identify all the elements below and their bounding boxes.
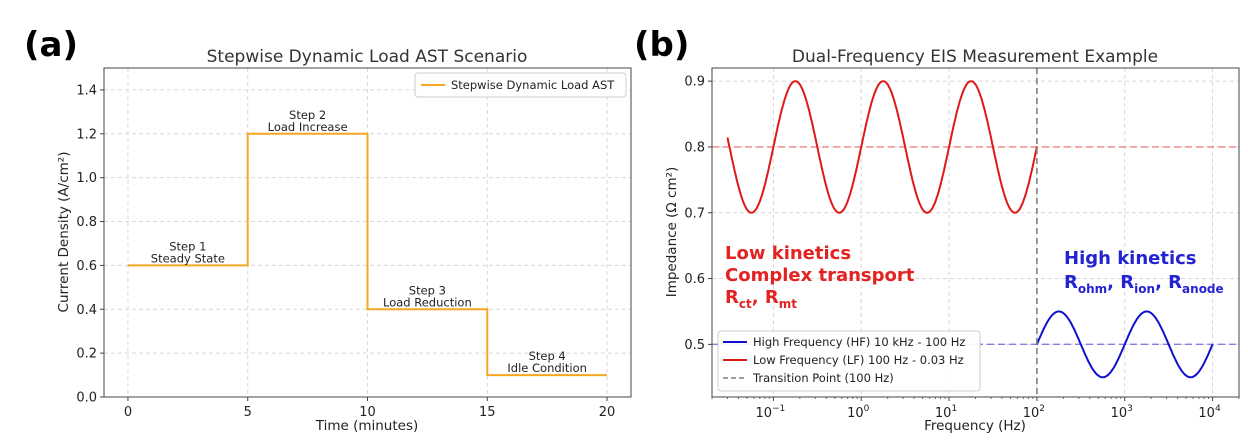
chart-b-series-hf	[1035, 310, 1214, 379]
annotation-low-kinetics: Low kinetics Complex transport Rct, Rmt	[725, 243, 915, 311]
annotation-low-resistances: Rct, Rmt	[725, 287, 797, 311]
chart-b-series	[726, 68, 1214, 397]
chart-a-xtick-label: 0	[124, 405, 132, 420]
annotation-high-kinetics: High kinetics Rohm, Rion, Ranode	[1064, 248, 1224, 296]
chart-b-ytick-label: 0.7	[684, 206, 705, 221]
chart-b-ytick-label: 0.6	[684, 272, 705, 287]
annotation-low-r2-sub: mt	[779, 297, 798, 311]
chart-b-xtick-label: 10−1	[755, 404, 785, 421]
chart-a-step-title: Step 1	[169, 239, 206, 253]
chart-a-title: Stepwise Dynamic Load AST Scenario	[207, 47, 528, 67]
annotation-low-line1: Low kinetics	[725, 243, 851, 264]
chart-a-series	[128, 132, 607, 377]
annotation-low-line2: Complex transport	[725, 265, 915, 286]
annotation-low-r2: R	[765, 287, 779, 308]
chart-b-ylabel: Impedance (Ω cm²)	[664, 167, 680, 298]
chart-b-series-lf	[726, 80, 1038, 214]
chart-a-step-desc: Load Increase	[268, 120, 348, 134]
chart-a-legend-label: Stepwise Dynamic Load AST	[451, 78, 615, 92]
chart-a-ylabel: Current Density (A/cm²)	[56, 152, 72, 313]
chart-b-legend-label-lf: Low Frequency (LF) 100 Hz - 0.03 Hz	[753, 353, 964, 367]
chart-b-xtick-label: 101	[935, 404, 957, 421]
annotation-high-r2-sub: ion	[1134, 282, 1155, 296]
chart-b-xticks: 10−1 100 101 102 103 104	[711, 397, 1240, 421]
annotation-low-sep: ,	[752, 287, 765, 308]
chart-b-ytick-label: 0.5	[684, 338, 705, 353]
chart-b-xtick-label: 104	[1198, 404, 1221, 421]
chart-a-ytick-label: 0.6	[76, 259, 97, 274]
annotation-high-sep2: ,	[1155, 272, 1168, 293]
chart-b-xtick-label: 103	[1111, 404, 1133, 421]
annotation-high-r2: R	[1120, 272, 1134, 293]
chart-a-xtick-label: 15	[479, 405, 496, 420]
annotation-high-r3-sub: anode	[1182, 282, 1224, 296]
chart-a-ytick-label: 1.4	[76, 83, 97, 98]
annotation-high-sep1: ,	[1107, 272, 1120, 293]
chart-a-ytick-label: 1.2	[76, 127, 97, 142]
chart-b: 10−1 100 101 102 103 104 0.5 0.6 0.7 0.8 0.9 Dual…	[664, 47, 1240, 434]
chart-a-xlabel: Time (minutes)	[315, 418, 419, 434]
chart-a-xtick-label: 10	[359, 405, 376, 420]
chart-b-xtick-label: 100	[847, 404, 870, 421]
chart-a-ytick-label: 0.0	[76, 391, 97, 406]
annotation-low-r1-sub: ct	[739, 297, 752, 311]
chart-a-step-title: Step 4	[529, 349, 566, 363]
chart-a-xticks: 0 5 10 15 20	[124, 397, 616, 420]
chart-a-legend: Stepwise Dynamic Load AST	[414, 72, 627, 98]
chart-a-ytick-label: 0.4	[76, 303, 97, 318]
chart-b-xtick-label: 102	[1023, 404, 1045, 421]
chart-a-ytick-label: 0.8	[76, 215, 97, 230]
chart-b-legend-label-hf: High Frequency (HF) 10 kHz - 100 Hz	[753, 335, 965, 349]
chart-a-legend-box	[414, 72, 627, 98]
chart-a: 0 5 10 15 20 0.0 0.2 0.4 0.6 0.8 1.0 1.2 1.4 Step 1…	[56, 47, 632, 434]
annotation-high-r3: R	[1168, 272, 1182, 293]
chart-a-step-title: Step 2	[289, 108, 326, 122]
chart-a-step-desc: Steady State	[151, 251, 225, 265]
annotation-high-line1: High kinetics	[1064, 248, 1197, 269]
annotation-low-r1: R	[725, 287, 739, 308]
annotation-high-resistances: Rohm, Rion, Ranode	[1064, 272, 1224, 296]
chart-a-yticks: 0.0 0.2 0.4 0.6 0.8 1.0 1.2 1.4	[76, 83, 104, 406]
chart-b-legend-label-transition: Transition Point (100 Hz)	[752, 371, 894, 385]
chart-b-legend: High Frequency (HF) 10 kHz - 100 Hz Low …	[717, 330, 981, 392]
annotation-high-r1-sub: ohm	[1078, 282, 1107, 296]
chart-a-step-desc: Idle Condition	[507, 361, 587, 375]
chart-b-ytick-label: 0.9	[684, 75, 705, 90]
chart-b-legend-box	[717, 330, 981, 392]
chart-a-ytick-label: 0.2	[76, 347, 97, 362]
chart-a-xtick-label: 20	[599, 405, 616, 420]
chart-a-step-title: Step 3	[409, 283, 446, 297]
chart-a-series-line	[128, 132, 607, 377]
chart-b-ytick-label: 0.8	[684, 140, 705, 155]
panel-b-letter: (b)	[634, 25, 689, 65]
panel-a-letter: (a)	[24, 25, 78, 65]
chart-a-ytick-label: 1.0	[76, 171, 97, 186]
annotation-high-r1: R	[1064, 272, 1078, 293]
chart-b-yticks: 0.5 0.6 0.7 0.8 0.9	[684, 75, 712, 353]
chart-b-title: Dual-Frequency EIS Measurement Example	[792, 47, 1158, 67]
chart-a-xtick-label: 5	[244, 405, 252, 420]
chart-a-step-desc: Load Reduction	[383, 295, 472, 309]
chart-b-xlabel: Frequency (Hz)	[924, 418, 1026, 434]
